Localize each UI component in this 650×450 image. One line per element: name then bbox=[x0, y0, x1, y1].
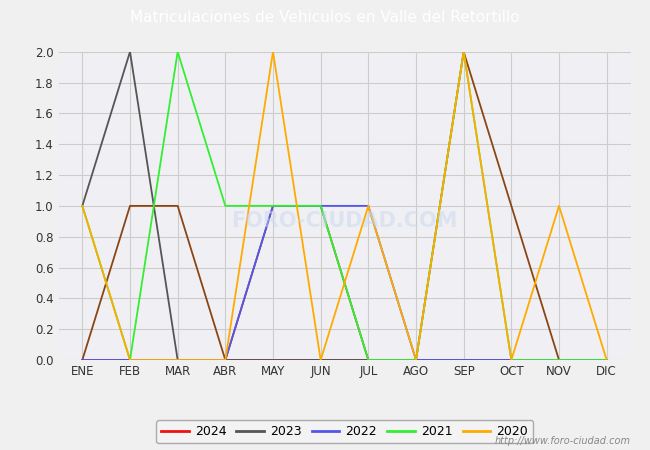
2024 bbox=[79, 357, 86, 363]
2021 bbox=[79, 203, 86, 209]
2020 bbox=[79, 203, 86, 209]
2024 bbox=[269, 357, 277, 363]
2023 bbox=[365, 357, 372, 363]
Text: Matriculaciones de Vehiculos en Valle del Retortillo: Matriculaciones de Vehiculos en Valle de… bbox=[130, 10, 520, 25]
2023 bbox=[79, 203, 86, 209]
Line: 2020: 2020 bbox=[83, 52, 606, 360]
2024 bbox=[508, 357, 515, 363]
2023 bbox=[460, 357, 467, 363]
Line: 2023: 2023 bbox=[83, 52, 606, 360]
2021 bbox=[460, 49, 467, 54]
Line: 2022: 2022 bbox=[83, 206, 606, 360]
2022 bbox=[174, 357, 181, 363]
2022 bbox=[269, 203, 277, 209]
2023 bbox=[174, 357, 181, 363]
2024 bbox=[555, 357, 563, 363]
2024 bbox=[365, 357, 372, 363]
Text: http://www.foro-ciudad.com: http://www.foro-ciudad.com bbox=[495, 436, 630, 446]
2021 bbox=[317, 203, 324, 209]
2022 bbox=[412, 357, 420, 363]
2021 bbox=[555, 357, 563, 363]
2020 bbox=[126, 357, 134, 363]
2020 bbox=[222, 357, 229, 363]
Text: FORO-CIUDAD.COM: FORO-CIUDAD.COM bbox=[231, 212, 458, 231]
2021 bbox=[222, 203, 229, 209]
2021 bbox=[365, 357, 372, 363]
2021 bbox=[269, 203, 277, 209]
2021 bbox=[508, 357, 515, 363]
2023 bbox=[603, 357, 610, 363]
2023 bbox=[508, 357, 515, 363]
2023 bbox=[222, 357, 229, 363]
2020 bbox=[460, 49, 467, 54]
2022 bbox=[126, 357, 134, 363]
2020 bbox=[555, 203, 563, 209]
2022 bbox=[79, 357, 86, 363]
2024 bbox=[412, 357, 420, 363]
2023 bbox=[412, 357, 420, 363]
2021 bbox=[174, 49, 181, 54]
2020 bbox=[174, 357, 181, 363]
Legend: 2024, 2023, 2022, 2021, 2020: 2024, 2023, 2022, 2021, 2020 bbox=[156, 420, 533, 443]
2021 bbox=[603, 357, 610, 363]
2024 bbox=[174, 357, 181, 363]
2021 bbox=[126, 357, 134, 363]
2024 bbox=[222, 357, 229, 363]
2023 bbox=[269, 357, 277, 363]
Line: 2021: 2021 bbox=[83, 52, 606, 360]
2020 bbox=[412, 357, 420, 363]
2022 bbox=[222, 357, 229, 363]
2023 bbox=[555, 357, 563, 363]
2020 bbox=[508, 357, 515, 363]
2022 bbox=[555, 357, 563, 363]
2022 bbox=[508, 357, 515, 363]
2020 bbox=[603, 357, 610, 363]
2023 bbox=[317, 357, 324, 363]
2023 bbox=[126, 49, 134, 54]
2024 bbox=[126, 357, 134, 363]
2022 bbox=[460, 357, 467, 363]
2024 bbox=[460, 357, 467, 363]
2020 bbox=[269, 49, 277, 54]
2020 bbox=[317, 357, 324, 363]
2024 bbox=[317, 357, 324, 363]
2021 bbox=[412, 357, 420, 363]
2024 bbox=[603, 357, 610, 363]
2020 bbox=[365, 203, 372, 209]
2022 bbox=[317, 203, 324, 209]
2022 bbox=[603, 357, 610, 363]
2022 bbox=[365, 203, 372, 209]
